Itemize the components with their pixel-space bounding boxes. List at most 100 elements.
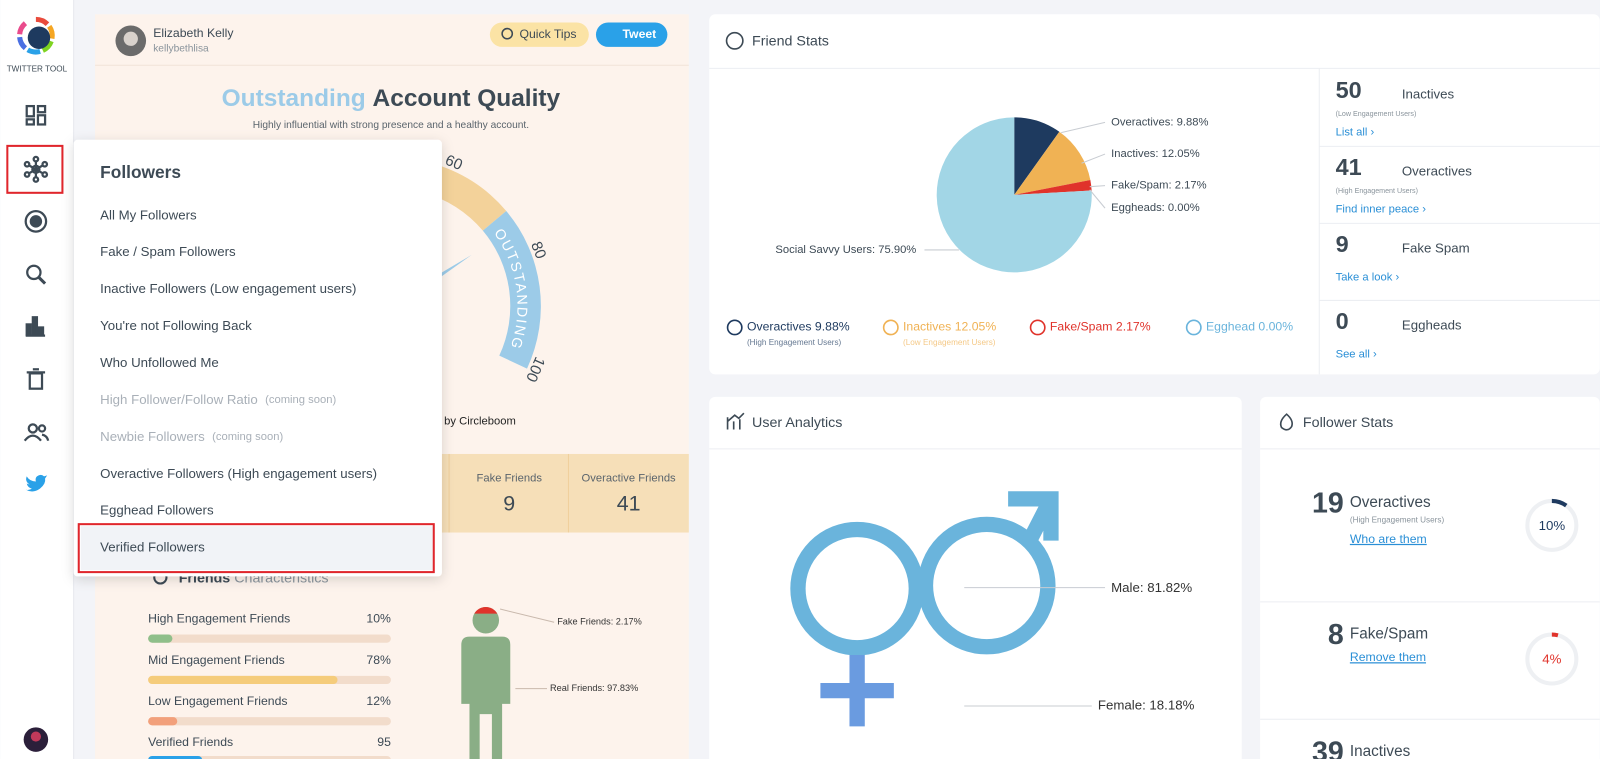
tweet-label[interactable]: Tweet [622,27,656,41]
menu-item[interactable]: You're not Following Back [100,318,252,333]
menu-item[interactable]: Fake / Spam Followers [100,244,236,259]
logo-segment [35,16,50,27]
pie-label: Overactives: 9.88% [1111,116,1208,128]
nav-icon[interactable] [25,474,48,492]
female-symbol-ring [790,521,924,656]
logo-core [27,26,51,49]
count-value: 41 [1336,154,1362,180]
percent-ring [1551,632,1559,638]
count-sub: (High Engagement Users) [1336,187,1418,195]
female-symbol-cross [820,654,894,727]
quick-tips-label[interactable]: Quick Tips [519,27,576,41]
menu-item[interactable]: All My Followers [100,207,197,222]
menu-item-highlight [77,523,435,574]
nav-icon[interactable] [24,210,48,233]
icon-part [25,118,35,126]
follower-link[interactable]: Who are them [1350,532,1427,546]
menu-item[interactable]: Overactive Followers (High engagement us… [100,465,377,480]
brand-name: TWITTER TOOL [7,65,68,74]
count-link[interactable]: Take a look › [1336,271,1400,283]
pie-label: Social Savvy Users: 75.90% [775,244,916,256]
icon-part [24,210,48,233]
gauge-tick-label: 80 [527,239,549,261]
menu-item: Newbie Followers (coming soon) [100,428,283,443]
count-link[interactable]: Find inner peace › [1336,204,1427,216]
icon-part [36,114,47,126]
nav-icon[interactable] [26,264,47,285]
profile-handle: kellybethlisa [153,44,209,55]
count-link[interactable]: See all › [1336,348,1377,360]
menu-item-note: (coming soon) [212,431,283,443]
menu-item[interactable]: Egghead Followers [100,502,214,517]
characteristic-label: Low Engagement Friends [148,694,287,708]
icon-part [41,171,49,178]
icon-part [25,104,35,118]
user-analytics-title: User Analytics [752,415,842,431]
legend-text: Fake/Spam 2.17% [1050,320,1151,334]
friend-count-value: 41 [617,492,641,516]
icon-part [37,424,47,433]
icon-part [25,474,48,492]
nav-icon[interactable] [23,423,50,442]
legend-sub: (Low Engagement Users) [903,338,996,347]
nav-icon[interactable] [25,316,46,337]
nav-icon[interactable] [23,155,49,183]
follower-value: 19 [1312,488,1344,520]
pie-label: Eggheads: 0.00% [1111,202,1200,214]
follower-value: 39 [1312,736,1344,759]
menu-item-label: Fake / Spam Followers [100,244,236,259]
icon-part [36,104,47,114]
profile-name: Elizabeth Kelly [153,26,234,40]
quality-space [366,85,373,112]
follower-link[interactable]: Remove them [1350,650,1426,664]
count-link[interactable]: List all › [1336,127,1375,139]
characteristic-bar [148,675,338,685]
menu-item[interactable]: Verified Followers [100,539,205,554]
icon-part [29,215,43,228]
quality-subtitle: Highly influential with strong presence … [253,120,529,131]
characteristic-value: 12% [366,694,391,708]
characteristic-value: 78% [366,653,391,667]
menu-item-label: You're not Following Back [100,318,252,333]
follower-stats-icon [1279,413,1293,431]
count-sub: (Low Engagement Users) [1336,110,1417,118]
male-label: Male: 81.82% [1111,580,1192,595]
menu-item[interactable]: Inactive Followers (Low engagement users… [100,281,356,296]
legend-icon [1185,319,1202,336]
verified-value: 95 [377,735,391,749]
menu-item: High Follower/Follow Ratio (coming soon) [100,391,336,406]
pie-leader [1089,189,1106,209]
percent-ring [1551,498,1568,508]
logo-segment [17,36,28,51]
friend-count-label: Overactive Friends [582,472,677,484]
quick-tips-button[interactable] [489,22,589,47]
friend-stats-icon [725,31,744,50]
figure-body [461,636,511,759]
pie-slice [1014,131,1091,195]
nav-icon[interactable] [26,368,46,390]
menu-item-gap [205,428,212,443]
pie-label: Fake/Spam: 2.17% [1111,180,1206,192]
figure-cap [474,606,498,614]
tweet-button[interactable] [595,22,668,47]
legend-icon [882,319,899,336]
menu-item[interactable]: Who Unfollowed Me [100,354,219,369]
nav-icon[interactable] [25,104,47,126]
count-label: Inactives [1402,86,1455,101]
legend-sub: (High Engagement Users) [747,338,842,347]
count-value: 0 [1336,308,1349,334]
menu-item-label: High Follower/Follow Ratio [100,391,258,406]
friend-count-value: 9 [503,492,515,516]
menu-item-label: Who Unfollowed Me [100,354,219,369]
user-avatar-accent [30,731,41,742]
icon-part [32,176,40,183]
menu-item-active [80,526,434,571]
follower-stats-card [1260,396,1600,759]
characteristic-label: High Engagement Friends [148,611,290,625]
quality-rest: Account Quality [373,85,561,112]
icon-part [23,171,31,178]
percent-label: 10% [1539,518,1566,533]
logo-segment [47,24,55,39]
bulb-icon [501,27,514,40]
